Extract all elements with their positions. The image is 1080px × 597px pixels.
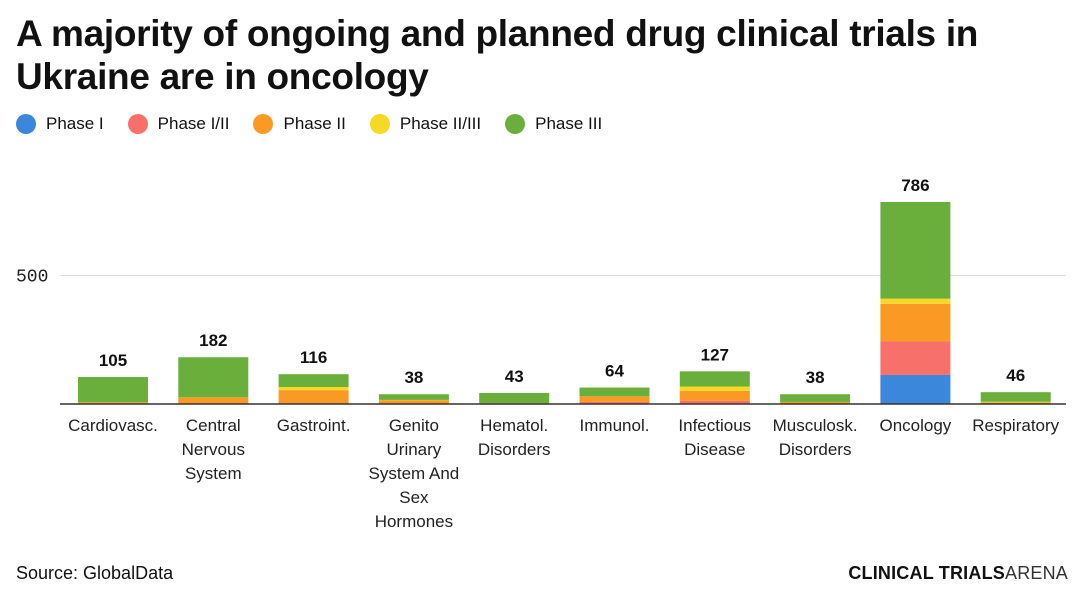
- bar-segment: [78, 402, 148, 404]
- bar-segment: [880, 298, 951, 304]
- bar-segment: [679, 390, 750, 401]
- bar-total-label: 38: [806, 368, 825, 387]
- x-tick-label: Musculosk. Disorders: [773, 416, 858, 459]
- brand-logo-light: ARENA: [1004, 563, 1068, 583]
- legend-label: Phase II: [283, 114, 346, 133]
- bar-segment: [378, 400, 449, 404]
- x-tick-label: Cardiovasc.: [68, 416, 158, 435]
- bar-segment: [880, 341, 951, 375]
- bar-segment: [378, 394, 449, 400]
- bar-segment: [980, 401, 1051, 403]
- bar-total-label: 105: [99, 351, 127, 370]
- bar-total-label: 116: [300, 348, 327, 367]
- bar-segment: [679, 371, 750, 387]
- brand-logo-bold: CLINICAL TRIALS: [848, 563, 1005, 583]
- bar-segment: [579, 396, 650, 402]
- legend-item: Phase II: [253, 114, 346, 134]
- bar-segment: [679, 386, 750, 391]
- source-note: Source: GlobalData: [16, 563, 174, 583]
- legend-label: Phase III: [535, 114, 603, 133]
- x-tick-label: Oncology: [879, 416, 951, 435]
- chart-title: A majority of ongoing and planned drug c…: [16, 13, 979, 97]
- legend-swatch: [253, 114, 274, 134]
- x-tick-label: Gastroint.: [277, 416, 351, 435]
- bar-segment: [880, 374, 951, 404]
- legend-item: Phase I/II: [127, 114, 230, 134]
- bar-total-label: 46: [1006, 366, 1025, 385]
- legend-label: Phase II/III: [399, 114, 482, 133]
- bar-total-label: 43: [505, 367, 524, 386]
- legend-swatch: [505, 114, 526, 134]
- legend-label: Phase I/II: [157, 114, 230, 133]
- x-tick-label: Hematol. Disorders: [478, 416, 551, 459]
- legend-label: Phase I: [46, 114, 104, 133]
- bar-segment: [278, 374, 349, 388]
- bar-total-label: 127: [701, 345, 729, 364]
- bar-segment: [479, 392, 550, 403]
- bar-segment: [780, 394, 851, 402]
- y-tick-label: 500: [16, 268, 48, 288]
- bar-segment: [780, 401, 851, 404]
- bar-total-label: 38: [404, 368, 423, 387]
- legend-item: Phase II/III: [369, 114, 482, 134]
- bar-segment: [679, 400, 750, 404]
- bar-segment: [880, 202, 951, 299]
- bar-segment: [278, 390, 349, 404]
- bar-segment: [880, 303, 951, 342]
- brand-logo: CLINICAL TRIALSARENA: [848, 563, 1068, 584]
- x-tick-label: Genito Urinary System And Sex Hormones: [369, 416, 460, 531]
- legend-swatch: [16, 114, 36, 134]
- bar-segment: [579, 401, 650, 404]
- bar-segment: [980, 402, 1051, 404]
- bar-segment: [178, 357, 249, 398]
- x-tick-label: Immunol.: [580, 416, 650, 435]
- bar-segment: [78, 377, 148, 403]
- x-tick-label: Central Nervous System: [182, 416, 245, 483]
- bar-segment: [980, 392, 1051, 402]
- bar-total-label: 182: [199, 331, 227, 350]
- legend-item: Phase I: [16, 114, 104, 134]
- bar-segment: [278, 387, 349, 391]
- x-tick-label: Respiratory: [972, 416, 1059, 435]
- x-tick-label: Infectious Disease: [678, 416, 751, 459]
- bar-total-label: 64: [605, 362, 624, 381]
- legend-item: Phase III: [505, 114, 602, 134]
- bar-segment: [579, 387, 650, 397]
- legend: Phase I Phase I/II Phase II Phase II/III Pha…: [16, 114, 626, 134]
- legend-swatch: [127, 114, 148, 134]
- bar-segment: [178, 397, 249, 404]
- legend-swatch: [369, 114, 390, 134]
- bar-total-label: 786: [901, 176, 929, 195]
- chart-area: 500 105 Cardiovasc. 182 Central Nervous System…: [16, 176, 1066, 531]
